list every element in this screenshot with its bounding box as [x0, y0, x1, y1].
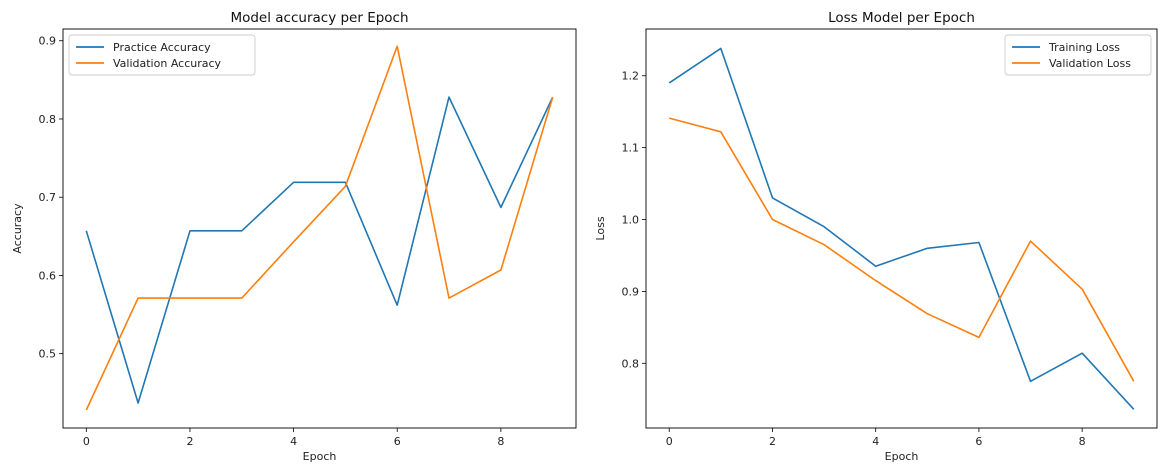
y-tick-label: 1.2 [622, 70, 640, 83]
legend-box [1004, 34, 1152, 76]
chart-title: Loss Model per Epoch [828, 10, 975, 26]
series-line-2 [85, 45, 554, 411]
x-tick-label: 8 [1079, 435, 1086, 448]
legend: Training Loss Validation Loss [1004, 34, 1152, 76]
x-axis-label: Epoch [303, 450, 337, 463]
y-axis-label: Accuracy [11, 203, 24, 254]
x-tick-label: 4 [872, 435, 879, 448]
chart-title: Model accuracy per Epoch [230, 10, 408, 26]
x-tick-label: 0 [83, 435, 90, 448]
legend-label-1: Practice Accuracy [113, 41, 211, 54]
x-tick-label: 2 [186, 435, 193, 448]
legend-label-1: Training Loss [1048, 41, 1120, 54]
chart-loss: Loss Model per Epoch 0 2 4 6 8 0.8 0.9 1.0 1.1 1.2… [594, 10, 1158, 463]
y-tick-label: 1.0 [622, 214, 640, 227]
y-tick-label: 0.9 [622, 285, 640, 298]
series-line-1 [85, 96, 554, 404]
series-line-2 [668, 117, 1135, 382]
series-line-1 [668, 47, 1135, 410]
y-tick-label: 0.5 [39, 348, 57, 361]
y-tick-label: 0.6 [39, 269, 57, 282]
chart-accuracy: Model accuracy per Epoch 0 2 4 6 8 0.5 0.6 0.7 0.… [11, 10, 577, 463]
x-tick-label: 6 [975, 435, 982, 448]
x-tick-label: 4 [290, 435, 297, 448]
y-tick-label: 0.8 [39, 113, 57, 126]
legend-label-2: Validation Loss [1049, 57, 1131, 70]
y-tick-label: 1.1 [622, 142, 640, 155]
plot-frame [645, 28, 1158, 429]
plot-frame [62, 28, 577, 429]
legend: Practice Accuracy Validation Accuracy [68, 34, 256, 76]
x-axis-label: Epoch [885, 450, 919, 463]
x-tick-label: 8 [497, 435, 504, 448]
y-tick-label: 0.9 [39, 35, 57, 48]
legend-box [68, 34, 256, 76]
x-tick-label: 6 [394, 435, 401, 448]
y-axis-label: Loss [594, 216, 607, 240]
x-tick-label: 2 [769, 435, 776, 448]
x-tick-label: 0 [666, 435, 673, 448]
y-tick-label: 0.8 [622, 357, 640, 370]
legend-label-2: Validation Accuracy [113, 57, 222, 70]
y-tick-label: 0.7 [39, 191, 57, 204]
